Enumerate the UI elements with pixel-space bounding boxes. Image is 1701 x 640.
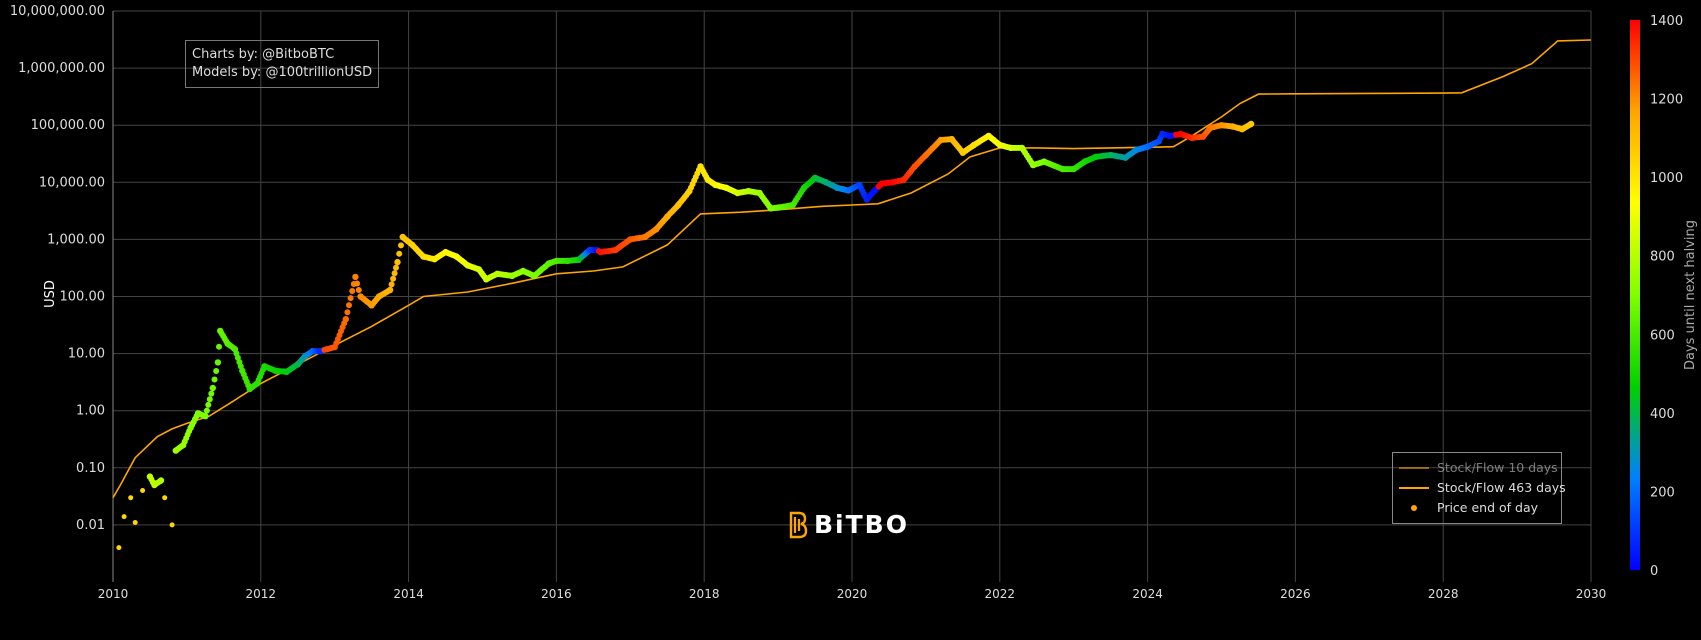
price-point[interactable] xyxy=(344,309,351,316)
price-point[interactable] xyxy=(355,287,362,293)
x-axis-tick-labels: 2010 2012 2014 2016 2018 2020 2022 2024 2026 2028… xyxy=(98,587,1607,601)
price-point[interactable] xyxy=(132,520,138,525)
price-point[interactable] xyxy=(116,545,122,551)
price-point[interactable] xyxy=(121,514,127,520)
legend-label: Stock/Flow 10 days xyxy=(1437,460,1558,475)
price-point[interactable] xyxy=(128,495,134,501)
colorbar-tick-label: 1400 xyxy=(1650,14,1683,29)
price-point[interactable] xyxy=(213,368,220,374)
price-point[interactable] xyxy=(209,384,216,392)
price-point[interactable] xyxy=(386,286,394,294)
x-tick-label: 2014 xyxy=(393,587,424,601)
x-tick-label: 2010 xyxy=(98,587,129,601)
colorbar-tick-label: 1200 xyxy=(1650,93,1683,108)
price-point[interactable] xyxy=(216,343,222,350)
y-tick-label: 100.00 xyxy=(60,290,106,305)
x-tick-label: 2016 xyxy=(541,587,572,601)
legend: Stock/Flow 10 days Stock/Flow 463 days P… xyxy=(1392,452,1566,524)
price-point[interactable] xyxy=(203,407,210,414)
x-tick-label: 2028 xyxy=(1428,587,1459,601)
y-tick-label: 1,000.00 xyxy=(47,232,105,247)
price-point[interactable] xyxy=(349,288,356,294)
price-point[interactable] xyxy=(157,477,165,484)
credit-charts: Charts by: @BitboBTC xyxy=(192,47,335,62)
colorbar-tick-label: 1000 xyxy=(1650,171,1683,186)
marker-swatch-icon xyxy=(1399,504,1429,512)
price-point[interactable] xyxy=(1247,120,1255,128)
price-point[interactable] xyxy=(398,242,404,249)
x-tick-label: 2024 xyxy=(1132,587,1163,601)
y-tick-label: 10,000,000.00 xyxy=(10,4,105,19)
x-tick-label: 2030 xyxy=(1576,587,1607,601)
y-tick-label: 100,000.00 xyxy=(31,118,105,133)
y-tick-label: 10,000.00 xyxy=(39,175,105,190)
price-point[interactable] xyxy=(342,316,349,323)
y-axis-label: USD xyxy=(43,280,58,308)
legend-label: Stock/Flow 463 days xyxy=(1437,480,1566,495)
price-point[interactable] xyxy=(206,396,213,403)
bitbo-logo: BiTBO xyxy=(788,510,909,539)
price-point[interactable] xyxy=(202,413,209,420)
colorbar-tick-label: 800 xyxy=(1650,250,1675,265)
price-point[interactable] xyxy=(396,250,403,257)
y-tick-label: 0.10 xyxy=(76,461,105,476)
x-tick-label: 2018 xyxy=(689,587,720,601)
price-point[interactable] xyxy=(352,273,359,281)
price-point[interactable] xyxy=(140,488,146,493)
y-tick-label: 1,000,000.00 xyxy=(18,61,105,76)
colorbar-tick-label: 600 xyxy=(1650,328,1675,343)
grid-lines xyxy=(112,10,1592,582)
x-tick-label: 2022 xyxy=(985,587,1016,601)
price-point[interactable] xyxy=(393,264,399,271)
price-point[interactable] xyxy=(347,295,354,302)
y-tick-label: 10.00 xyxy=(68,347,105,362)
colorbar: 0 200 400 600 800 1000 1200 1400 Days until next… xyxy=(1630,14,1698,579)
y-tick-label: 1.00 xyxy=(76,404,105,419)
price-point[interactable] xyxy=(169,522,175,528)
price-point[interactable] xyxy=(346,302,352,309)
colorbar-title: Days until next halving xyxy=(1683,220,1698,370)
price-point[interactable] xyxy=(208,390,215,397)
x-tick-label: 2020 xyxy=(837,587,868,601)
y-tick-label: 0.01 xyxy=(76,518,105,533)
price-point[interactable] xyxy=(211,376,218,383)
bitbo-logo-text: BiTBO xyxy=(814,510,909,539)
line-swatch-icon xyxy=(1399,486,1429,489)
legend-label: Price end of day xyxy=(1437,500,1539,515)
colorbar-tick-label: 0 xyxy=(1650,564,1658,579)
line-swatch-icon xyxy=(1399,466,1429,469)
colorbar-tick-label: 400 xyxy=(1650,407,1675,422)
price-point[interactable] xyxy=(388,281,395,288)
price-point[interactable] xyxy=(391,270,398,277)
y-axis-tick-labels: 0.01 0.10 1.00 10.00 100.00 1,000.00 10,000.00… xyxy=(10,4,105,533)
price-point[interactable] xyxy=(354,280,361,287)
legend-item-sf463[interactable]: Stock/Flow 463 days xyxy=(1399,480,1566,495)
x-tick-label: 2026 xyxy=(1280,587,1311,601)
bitbo-logo-icon xyxy=(789,511,808,538)
price-point[interactable] xyxy=(205,401,212,408)
legend-item-sf10[interactable]: Stock/Flow 10 days xyxy=(1399,460,1558,475)
colorbar-gradient xyxy=(1630,20,1640,570)
colorbar-tick-label: 200 xyxy=(1650,485,1675,500)
price-point[interactable] xyxy=(394,258,401,266)
credits-box: Charts by: @BitboBTC Models by: @100tril… xyxy=(185,40,380,88)
price-point[interactable] xyxy=(214,359,222,366)
credit-models: Models by: @100trillionUSD xyxy=(192,65,373,80)
x-tick-label: 2012 xyxy=(246,587,277,601)
price-point[interactable] xyxy=(162,495,168,501)
price-markers[interactable] xyxy=(116,120,1255,551)
legend-item-price[interactable]: Price end of day xyxy=(1399,500,1538,515)
price-point[interactable] xyxy=(390,275,397,282)
